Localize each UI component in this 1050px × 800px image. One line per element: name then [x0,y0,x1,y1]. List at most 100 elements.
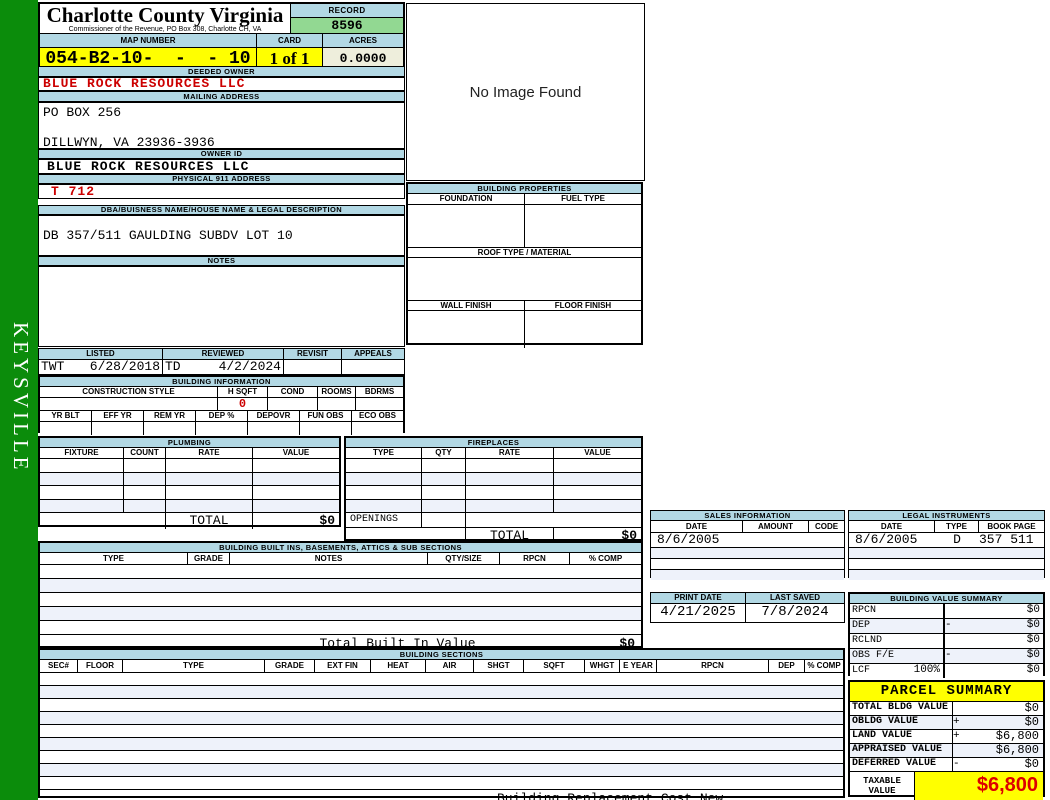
building-properties-title: BUILDING PROPERTIES [408,184,641,194]
table-row [40,593,641,607]
empty-cell [554,473,641,486]
empty-cell [40,593,641,606]
parcel-row: TOTAL BLDG VALUE $0 [850,702,1043,716]
building-information-title: BUILDING INFORMATION [40,377,403,387]
depovr-label: DEPOVR [248,411,300,421]
value-label: VALUE [282,448,310,457]
sales-title: SALES INFORMATION [651,511,844,521]
empty-cell [40,579,641,592]
empty-cell [849,559,1044,569]
empty-cell [40,725,843,737]
parcel-row: DEFERRED VALUE - $0 [850,758,1043,772]
yrblt-label: YR BLT [40,411,92,421]
empty-cell [346,486,422,499]
empty-cell [124,472,166,485]
bvs-value-cell: - $0 [944,619,1043,633]
count-label: COUNT [124,448,166,458]
legal-instruments-table: LEGAL INSTRUMENTS DATE TYPE BOOK PAGE 8/… [848,510,1045,580]
hsqft-label: H SQFT [218,387,268,397]
empty-cell [92,422,144,435]
rate-label: RATE [166,448,253,458]
empty-cell [346,459,422,472]
property-image-panel: No Image Found [406,3,645,181]
bvs-op [945,634,957,648]
fireplaces-total-value: $0 [621,528,637,543]
listed-by: TWT [41,359,65,374]
commissioner-address: Commissioner of the Revenue, PO Box 308,… [68,26,262,33]
building-value-summary-table: BUILDING VALUE SUMMARY RPCN $0 DEP - $0 R… [848,592,1045,678]
rpcn-label: RPCN [657,660,769,672]
built-ins-title: BUILDING BUILT INS, BASEMENTS, ATTICS & … [40,543,641,553]
grade-label: GRADE [265,660,315,672]
empty-cell [40,777,843,789]
plumbing-title: PLUMBING [40,438,339,448]
wall-finish-value [408,311,525,348]
comp-label: % COMP [807,661,841,670]
building-sections-headers: SEC# FLOOR TYPE GRADE EXT FIN HEAT AIR S… [40,660,843,673]
whgt-label: WHGT [585,660,620,672]
record-label: RECORD [291,4,403,18]
print-saved-values: 4/21/2025 7/8/2024 [651,604,844,622]
empty-cell [40,686,843,698]
deeded-owner-value: BLUE ROCK RESOURCES LLC [38,77,405,91]
type-label: TYPE [40,553,188,564]
map-number-label: MAP NUMBER [40,34,257,47]
foundation-value [408,205,525,247]
parcel-value: $6,800 [995,729,1039,743]
card-value: 1 of 1 [257,48,323,70]
table-row [849,570,1044,580]
taxable-value-row: TAXABLE VALUE $6,800 [850,772,1043,800]
owner-id-header: OWNER ID [38,149,405,159]
bvs-value-cell: $0 [944,604,1043,618]
built-ins-total-row: Total Built In Value $0 [40,635,641,652]
empty-cell [40,699,843,711]
bvs-value: $0 [1026,604,1040,616]
built-ins-table: BUILDING BUILT INS, BASEMENTS, ATTICS & … [38,541,643,651]
table-row [40,712,843,725]
replacement-cost-label: Building Replacement Cost New [497,791,724,800]
parcel-value-cell: - $0 [953,758,1043,771]
sales-information-table: SALES INFORMATION DATE AMOUNT CODE 8/6/2… [650,510,845,580]
fixture-label: FIXTURE [40,448,124,458]
empty-cell [40,422,92,435]
heat-label: HEAT [371,660,426,672]
parcel-value-cell: $0 [953,702,1043,715]
wall-floor-values [408,311,641,348]
legal-headers: DATE TYPE BOOK PAGE [849,521,1044,533]
review-table: LISTED REVIEWED REVISIT APPEALS TWT 6/28/… [38,348,405,375]
empty-cell [346,499,422,512]
book-page-label: BOOK PAGE [987,522,1036,531]
bvs-row-rclnd: RCLND $0 [850,634,1043,649]
dep-label: DEP [769,660,805,672]
foundation-fuel-values [408,205,641,248]
empty-cell [422,472,466,485]
table-row [40,738,843,751]
card-label: CARD [257,34,323,47]
bvs-op [945,604,957,618]
revisit-label: REVISIT [284,349,342,359]
rooms-value [318,398,356,410]
parcel-row: OBLDG VALUE + $0 [850,716,1043,730]
parcel-value: $6,800 [995,743,1039,757]
mailing-address-box: PO BOX 256 DILLWYN, VA 23936-3936 [38,102,405,150]
qty-size-label: QTY/SIZE [428,553,500,564]
dba-legal-header: DBA/BUISNESS NAME/HOUSE NAME & LEGAL DES… [38,205,405,215]
mailing-address-header: MAILING ADDRESS [38,91,405,102]
building-information-table: BUILDING INFORMATION CONSTRUCTION STYLE … [38,375,405,435]
parcel-label: APPRAISED VALUE [850,744,953,757]
empty-cell [651,548,844,558]
amount-label: AMOUNT [743,521,809,532]
empty-cell [40,621,641,634]
parcel-value: $0 [1024,757,1039,771]
bvs-lcf-pct: 100% [913,664,940,676]
map-card-acres-headers: MAP NUMBER CARD ACRES [40,34,403,48]
empty-cell [166,472,253,485]
print-saved-table: PRINT DATE LAST SAVED 4/21/2025 7/8/2024 [650,592,845,623]
legal-date: 8/6/2005 [855,532,918,547]
rooms-label: ROOMS [318,387,356,397]
openings-row: OPENINGS [346,513,641,528]
empty-cell [253,459,339,472]
table-row [40,673,843,686]
bvs-label: RPCN [850,604,944,618]
map-number-value: 054-B2-10- - - 10 [40,48,257,70]
